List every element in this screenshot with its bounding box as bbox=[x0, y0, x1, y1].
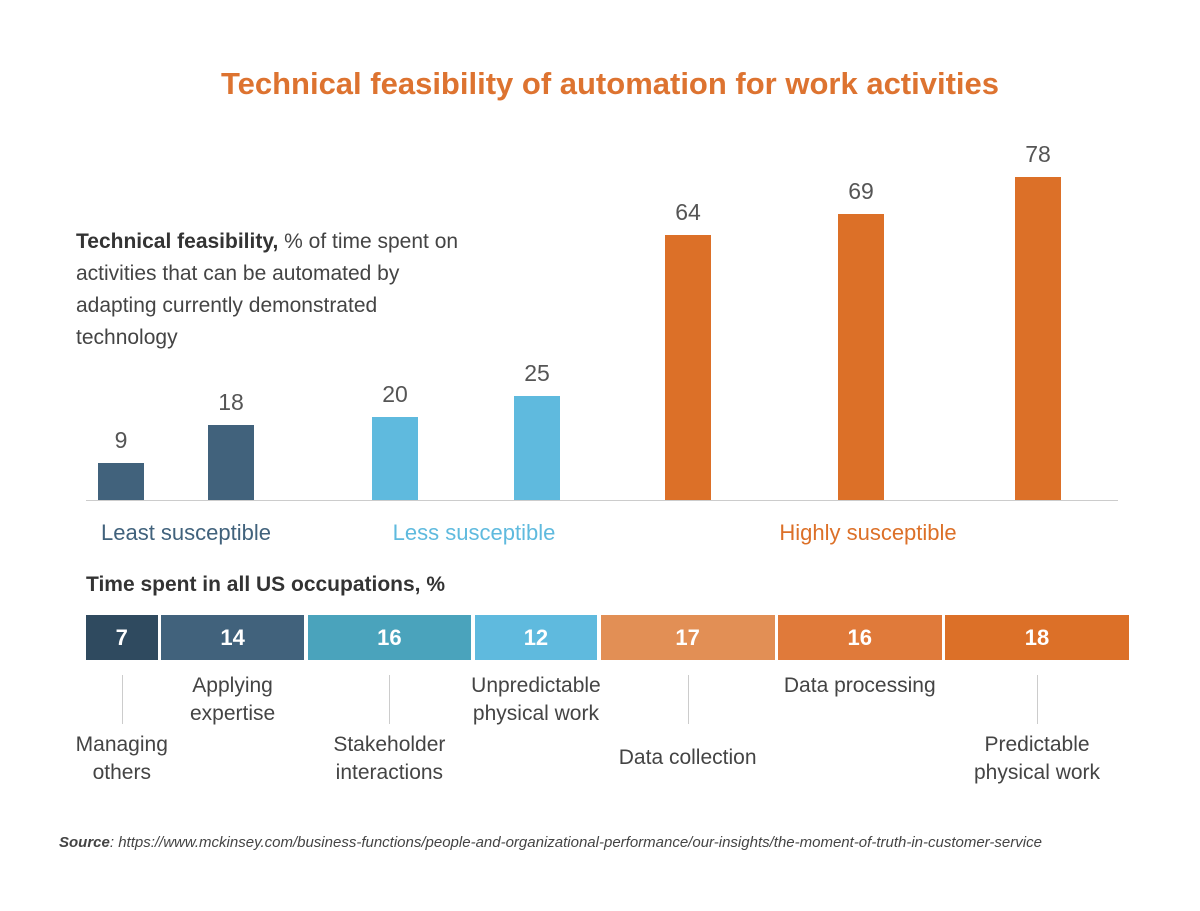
label-leader-line bbox=[687, 675, 689, 724]
bar-value-label: 18 bbox=[218, 389, 244, 416]
segment-label: Stakeholder interactions bbox=[333, 733, 446, 784]
segment-label: Data collection bbox=[618, 746, 757, 769]
bar bbox=[372, 417, 418, 500]
group-label: Less susceptible bbox=[392, 520, 556, 545]
label-leader-line bbox=[1037, 675, 1039, 724]
segment-label: Data processing bbox=[783, 674, 936, 697]
bar bbox=[208, 425, 254, 500]
chart-title: Technical feasibility of automation for … bbox=[220, 66, 1000, 101]
bar-value-label: 78 bbox=[1025, 141, 1051, 167]
stacked-title: Time spent in all US occupations, % bbox=[86, 573, 446, 596]
stacked-segment: 12 bbox=[474, 615, 598, 660]
stacked-segment: 14 bbox=[161, 615, 305, 660]
segment-label: Unpredictable physical work bbox=[471, 674, 601, 725]
source-note: Source: https://www.mckinsey.com/busines… bbox=[59, 834, 1042, 851]
source-label: Source bbox=[59, 834, 110, 851]
bar-value-label: 20 bbox=[382, 381, 408, 408]
chart-description: Technical feasibility, % of time spent o… bbox=[76, 226, 476, 354]
bar bbox=[838, 214, 884, 500]
source-text: : https://www.mckinsey.com/business-func… bbox=[109, 834, 1042, 851]
label-leader-line bbox=[121, 675, 123, 724]
group-label: Highly susceptible bbox=[779, 520, 957, 545]
bar bbox=[98, 462, 144, 500]
segment-label: Predictable physical work bbox=[973, 733, 1101, 784]
bar-value-label: 64 bbox=[675, 198, 701, 225]
group-label: Least susceptible bbox=[101, 520, 271, 545]
bar-value-label: 25 bbox=[524, 360, 550, 387]
description-text: % of time spent on activities that can b… bbox=[76, 230, 459, 349]
bar-value-label: 69 bbox=[848, 178, 874, 205]
bar bbox=[1015, 177, 1061, 500]
stacked-segment: 7 bbox=[86, 615, 158, 660]
bar-value-label: 9 bbox=[114, 426, 128, 453]
description-bold: Technical feasibility, bbox=[76, 230, 279, 253]
bar bbox=[514, 396, 560, 500]
stacked-segment: 17 bbox=[600, 615, 775, 660]
segment-label: Managing others bbox=[75, 733, 168, 784]
stacked-segment: 18 bbox=[945, 615, 1129, 660]
label-leader-line bbox=[389, 675, 391, 724]
baseline bbox=[86, 500, 1118, 501]
segment-label: Applying expertise bbox=[189, 674, 276, 725]
stacked-segment: 16 bbox=[778, 615, 942, 660]
stacked-segment: 16 bbox=[307, 615, 472, 660]
bar bbox=[665, 234, 711, 500]
